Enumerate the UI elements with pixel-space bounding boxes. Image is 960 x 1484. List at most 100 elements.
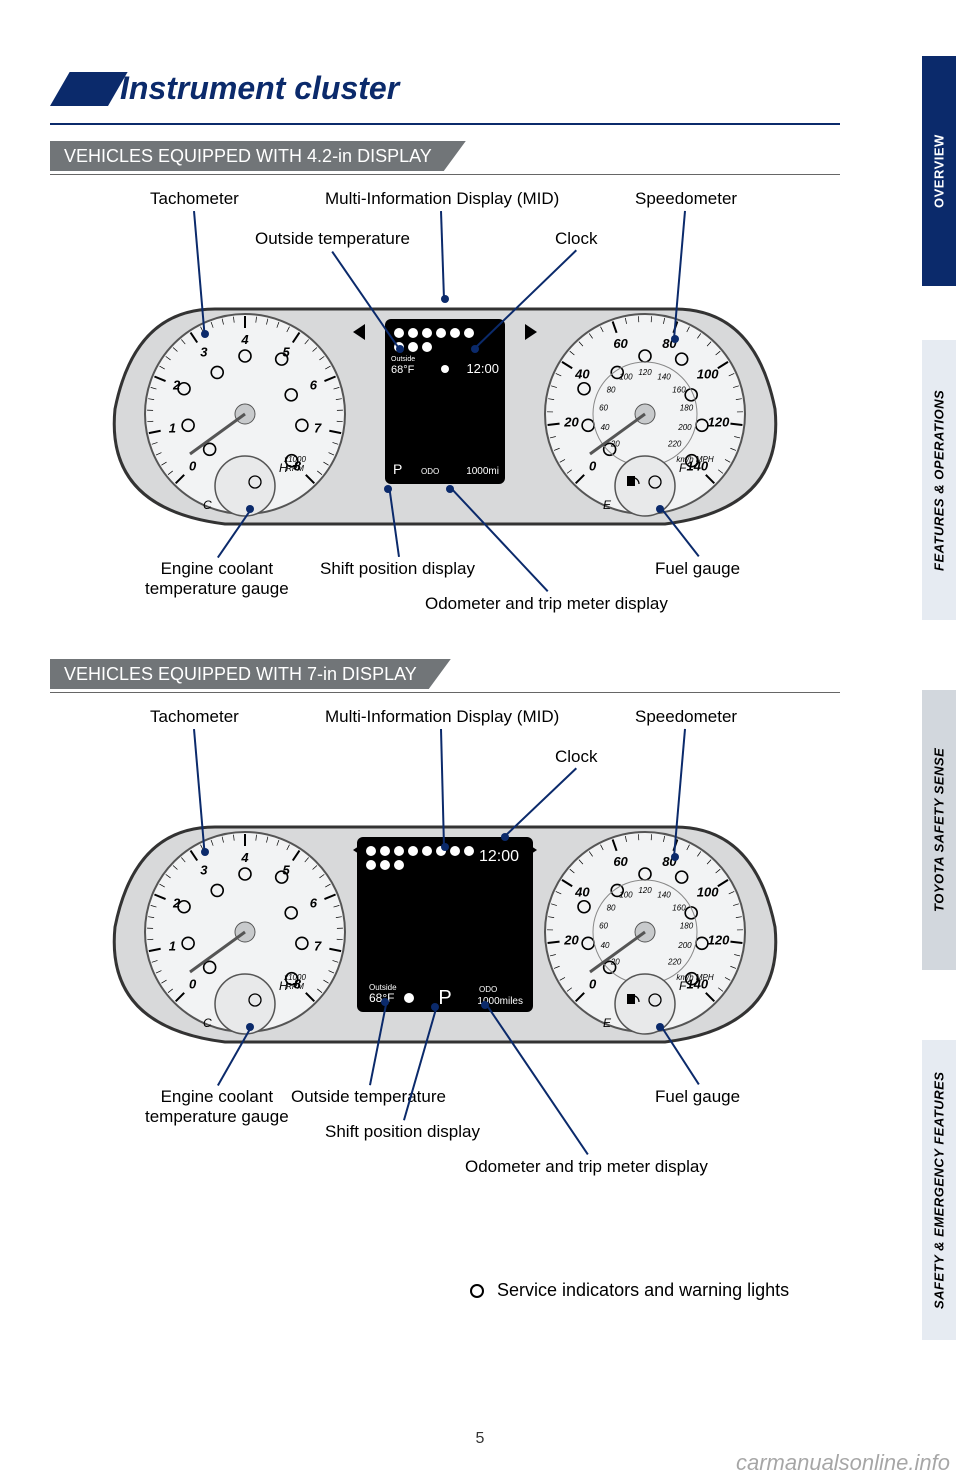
callout-dot: [501, 833, 509, 841]
svg-text:20: 20: [563, 932, 579, 947]
svg-text:3: 3: [200, 862, 208, 877]
section-header-7in: VEHICLES EQUIPPED WITH 7-in DISPLAY: [50, 659, 840, 693]
title-bar: Instrument cluster: [50, 70, 840, 125]
svg-text:0: 0: [189, 458, 197, 473]
svg-text:40: 40: [574, 885, 590, 900]
callout-leader: [440, 211, 445, 299]
callout-shift: Shift position display: [325, 1122, 480, 1142]
svg-text:0: 0: [189, 976, 197, 991]
page-content: Instrument cluster VEHICLES EQUIPPED WIT…: [50, 70, 840, 1195]
svg-text:40: 40: [574, 367, 590, 382]
svg-text:F: F: [679, 979, 687, 993]
svg-text:C: C: [203, 1016, 212, 1030]
callout-mid: Multi-Information Display (MID): [325, 189, 559, 209]
callout-fuel: Fuel gauge: [655, 559, 740, 579]
callout-odo: Odometer and trip meter display: [425, 594, 668, 614]
svg-text:120: 120: [638, 886, 652, 895]
svg-text:C: C: [203, 498, 212, 512]
callout-coolant: Engine coolanttemperature gauge: [145, 559, 289, 598]
section-header-label: VEHICLES EQUIPPED WITH 4.2-in DISPLAY: [50, 141, 466, 171]
svg-text:60: 60: [599, 403, 608, 412]
callout-dot: [381, 998, 389, 1006]
side-tab: OVERVIEW: [922, 56, 956, 286]
svg-text:12:00: 12:00: [479, 848, 519, 865]
svg-text:7: 7: [314, 420, 322, 435]
section-header-4-2in: VEHICLES EQUIPPED WITH 4.2-in DISPLAY: [50, 141, 840, 175]
svg-text:120: 120: [708, 414, 730, 429]
svg-text:20: 20: [563, 414, 579, 429]
svg-text:160: 160: [672, 903, 686, 912]
svg-text:E: E: [603, 498, 612, 512]
svg-text:F: F: [679, 461, 687, 475]
svg-text:60: 60: [613, 336, 628, 351]
callout-otemp: Outside temperature: [255, 229, 410, 249]
svg-text:1000mi: 1000mi: [466, 466, 499, 477]
svg-text:220: 220: [667, 440, 682, 449]
callout-speed: Speedometer: [635, 189, 737, 209]
title-slant-decor: [50, 72, 128, 106]
svg-text:E: E: [603, 1016, 612, 1030]
page-number: 5: [0, 1430, 960, 1448]
callout-dot: [481, 1001, 489, 1009]
svg-text:12:00: 12:00: [466, 361, 499, 376]
callout-dot: [384, 485, 392, 493]
svg-text:2: 2: [172, 896, 181, 911]
svg-text:100: 100: [697, 885, 719, 900]
svg-text:68°F: 68°F: [391, 364, 415, 376]
callout-otemp: Outside temperature: [291, 1087, 446, 1107]
callout-dot: [431, 1003, 439, 1011]
callout-dot: [201, 848, 209, 856]
service-indicators-legend: Service indicators and warning lights: [470, 1280, 789, 1301]
callout-odo: Odometer and trip meter display: [465, 1157, 708, 1177]
svg-text:4: 4: [240, 332, 249, 347]
svg-text:RPM: RPM: [286, 464, 304, 473]
svg-text:80: 80: [607, 903, 616, 912]
callout-coolant: Engine coolanttemperature gauge: [145, 1087, 289, 1126]
svg-text:20: 20: [610, 958, 620, 967]
svg-text:80: 80: [607, 385, 616, 394]
svg-text:3: 3: [200, 344, 208, 359]
svg-text:60: 60: [599, 921, 608, 930]
svg-text:60: 60: [613, 854, 628, 869]
watermark: carmanualsonline.info: [736, 1450, 950, 1476]
callout-dot: [671, 335, 679, 343]
callout-speed: Speedometer: [635, 707, 737, 727]
svg-text:6: 6: [310, 896, 318, 911]
svg-text:40: 40: [601, 423, 610, 432]
callout-dot: [396, 345, 404, 353]
callout-shift: Shift position display: [320, 559, 475, 579]
svg-text:180: 180: [680, 403, 694, 412]
svg-text:6: 6: [310, 378, 318, 393]
callout-dot: [471, 345, 479, 353]
svg-text:200: 200: [677, 941, 692, 950]
callout-dot: [656, 505, 664, 513]
svg-text:160: 160: [672, 385, 686, 394]
svg-text:20: 20: [610, 440, 620, 449]
svg-text:120: 120: [708, 932, 730, 947]
callout-dot: [441, 843, 449, 851]
callout-dot: [201, 330, 209, 338]
callout-clock: Clock: [555, 747, 598, 767]
callout-tach: Tachometer: [150, 189, 239, 209]
callout-dot: [441, 295, 449, 303]
page-title: Instrument cluster: [120, 70, 399, 107]
svg-text:100: 100: [619, 373, 633, 382]
section-header-label: VEHICLES EQUIPPED WITH 7-in DISPLAY: [50, 659, 451, 689]
svg-text:0: 0: [589, 458, 597, 473]
callout-mid: Multi-Information Display (MID): [325, 707, 559, 727]
svg-text:7: 7: [314, 938, 322, 953]
svg-text:P: P: [438, 987, 451, 1009]
svg-text:140: 140: [657, 373, 671, 382]
side-tab: SAFETY & EMERGENCY FEATURES: [922, 1040, 956, 1340]
svg-text:2: 2: [172, 378, 181, 393]
svg-text:40: 40: [601, 941, 610, 950]
svg-text:180: 180: [680, 921, 694, 930]
svg-text:100: 100: [619, 891, 633, 900]
instrument-cluster-graphic: 012345678x1000RPMCH020406080100120140204…: [95, 289, 795, 539]
svg-text:100: 100: [697, 367, 719, 382]
svg-text:220: 220: [667, 958, 682, 967]
side-tab: FEATURES & OPERATIONS: [922, 340, 956, 620]
callout-clock: Clock: [555, 229, 598, 249]
callout-dot: [246, 505, 254, 513]
cluster-figure-7in: 012345678x1000RPMCH020406080100120140204…: [65, 707, 825, 1177]
